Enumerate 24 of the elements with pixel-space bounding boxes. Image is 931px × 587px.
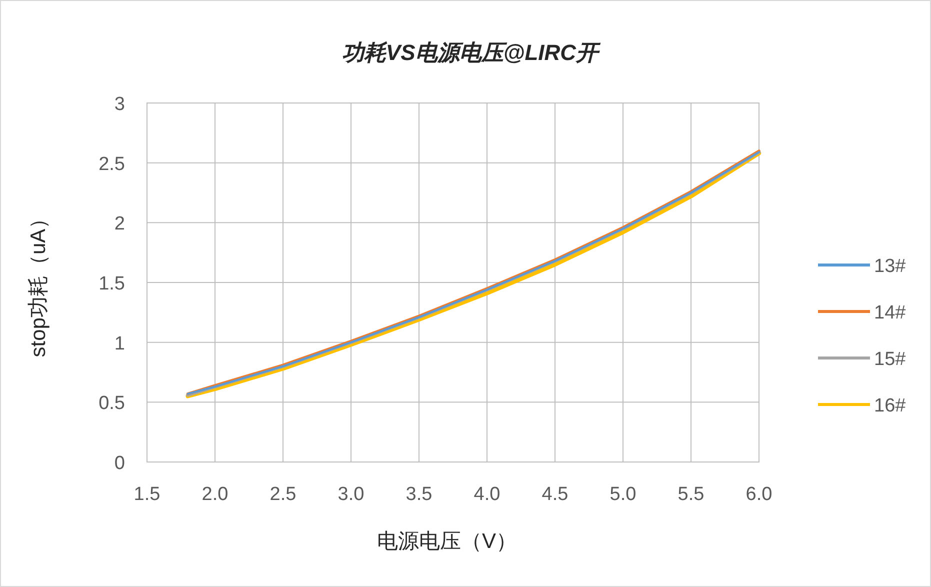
y-tick-label: 0.5 [98, 393, 125, 414]
x-tick-label: 1.5 [134, 484, 160, 505]
y-tick-label: 1.5 [98, 274, 125, 294]
y-tick-label: 2 [114, 214, 125, 235]
x-tick-label: 5.5 [678, 484, 704, 505]
legend-label: 16# [874, 396, 906, 416]
x-tick-label: 2.0 [202, 484, 228, 505]
x-tick-label: 6.0 [746, 484, 772, 505]
x-tick-label: 3.5 [406, 484, 432, 505]
x-axis-title: 电源电压（V） [376, 530, 518, 553]
legend-label: 15# [874, 349, 906, 370]
legend-label: 14# [874, 302, 906, 324]
chart-title: 功耗VS电源电压@LIRC开 [342, 40, 602, 65]
y-tick-label: 2.5 [98, 154, 125, 175]
x-tick-label: 4.0 [474, 484, 500, 505]
x-tick-label: 5.0 [610, 484, 636, 505]
y-tick-label: 1 [114, 333, 125, 354]
x-tick-label: 2.5 [270, 484, 296, 505]
x-tick-label: 3.0 [338, 484, 364, 505]
legend-label: 13# [874, 256, 906, 277]
y-tick-label: 0 [114, 453, 125, 474]
y-axis-title: stop功耗（uA） [27, 208, 50, 358]
y-tick-label: 3 [114, 94, 125, 115]
x-tick-label: 4.5 [542, 484, 568, 505]
